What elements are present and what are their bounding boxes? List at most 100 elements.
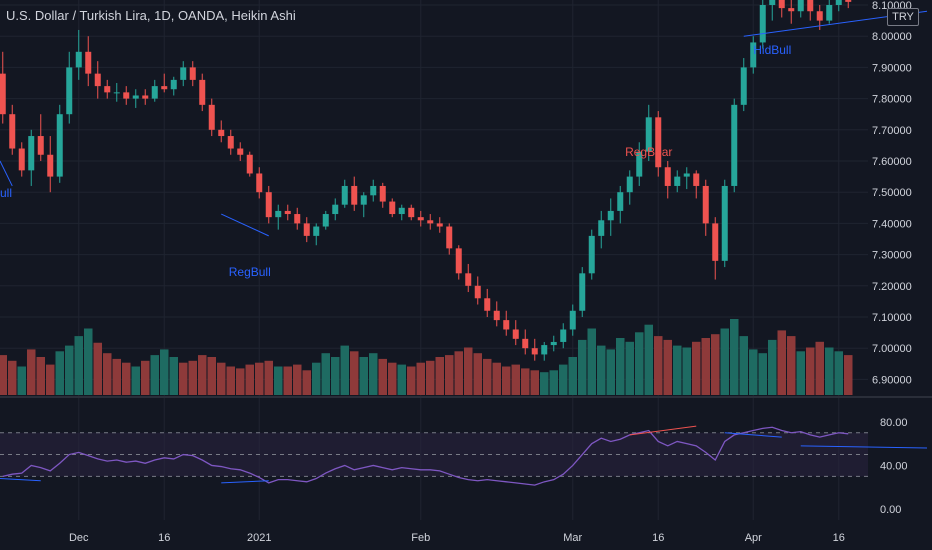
candle-body <box>180 67 187 80</box>
volume-bar <box>93 342 102 395</box>
candle-body <box>18 148 25 171</box>
candle-body <box>341 185 348 205</box>
candle-body <box>845 0 852 2</box>
volume-bar <box>264 360 273 395</box>
volume-bar <box>131 366 140 395</box>
candle-body <box>379 185 386 202</box>
x-tick-label: 16 <box>833 532 845 544</box>
candle-body <box>674 176 681 186</box>
volume-bar <box>293 364 302 395</box>
volume-bar <box>245 364 254 395</box>
candle-body <box>702 185 709 224</box>
candle-body <box>731 104 738 186</box>
candle-body <box>436 223 443 227</box>
candle-body <box>208 104 215 130</box>
candle-body <box>446 226 453 249</box>
candle-body <box>759 5 766 43</box>
candle-body <box>303 223 310 236</box>
volume-bar <box>27 349 36 395</box>
volume-bar <box>378 358 387 395</box>
candle-body <box>778 0 785 9</box>
candle-body <box>522 338 529 349</box>
volume-bar <box>654 336 663 395</box>
candle-body <box>788 8 795 12</box>
candle-body <box>408 207 415 218</box>
x-tick-label: Dec <box>69 532 89 544</box>
volume-bar <box>226 366 235 395</box>
candle-body <box>189 67 196 80</box>
volume-bar <box>236 368 245 395</box>
candle-body <box>85 51 92 74</box>
candle-body <box>123 92 130 99</box>
candle-body <box>332 204 339 215</box>
candle-body <box>28 136 35 171</box>
volume-bar <box>103 353 112 395</box>
volume-bar <box>46 364 55 395</box>
volume-bar <box>625 341 634 395</box>
candle-body <box>56 114 63 177</box>
volume-bar <box>388 362 397 395</box>
y-tick-label: 6.90000 <box>872 374 912 386</box>
candle-body <box>265 192 272 218</box>
candle-body <box>493 310 500 321</box>
volume-bar <box>701 338 710 395</box>
annotation-label: ull <box>0 186 12 200</box>
candle-body <box>683 173 690 177</box>
candle-body <box>227 136 234 149</box>
volume-bar <box>350 351 359 395</box>
volume-bar <box>540 372 549 395</box>
candle-body <box>389 201 396 215</box>
y-tick-label: 7.70000 <box>872 125 912 137</box>
y-tick-label: 7.80000 <box>872 94 912 106</box>
y-tick-label: 7.00000 <box>872 343 912 355</box>
volume-bar <box>112 358 121 395</box>
volume-bar <box>340 345 349 395</box>
volume-bar <box>150 355 159 395</box>
volume-bar <box>530 370 539 395</box>
candle-body <box>47 154 54 177</box>
candle-body <box>199 79 206 105</box>
candle-body <box>826 5 833 21</box>
candle-body <box>313 226 320 236</box>
candle-body <box>142 95 149 99</box>
volume-bar <box>416 362 425 395</box>
candle-body <box>712 223 719 261</box>
candle-body <box>455 248 462 274</box>
volume-bar <box>806 347 815 395</box>
candle-body <box>541 345 548 355</box>
volume-bar <box>597 345 606 395</box>
x-tick-label: 16 <box>652 532 664 544</box>
rsi-divergence-line <box>800 445 928 449</box>
volume-bar <box>74 336 83 395</box>
volume-bar <box>663 339 672 395</box>
volume-bar <box>606 349 615 395</box>
candle-body <box>465 273 472 286</box>
candle-body <box>170 79 177 90</box>
candle-body <box>370 185 377 196</box>
candle-body <box>835 0 842 5</box>
volume-bar <box>36 357 45 395</box>
y-tick-label: 8.00000 <box>872 31 912 43</box>
currency-badge[interactable]: TRY <box>887 8 919 26</box>
volume-bar <box>511 364 520 395</box>
volume-bar <box>578 339 587 395</box>
volume-bar <box>825 347 834 395</box>
rsi-divergence-line <box>0 478 41 482</box>
volume-bar <box>796 351 805 395</box>
candle-body <box>417 217 424 221</box>
x-tick-label: 16 <box>158 532 170 544</box>
candle-body <box>218 129 225 137</box>
chart-title: U.S. Dollar / Turkish Lira, 1D, OANDA, H… <box>6 8 296 23</box>
volume-bar <box>302 370 311 395</box>
candle-body <box>161 86 168 90</box>
candle-body <box>237 148 244 155</box>
volume-bar <box>312 362 321 395</box>
volume-bar <box>616 338 625 395</box>
rsi-divergence-line <box>221 480 269 484</box>
candle-body <box>655 117 662 168</box>
candle-body <box>503 320 510 330</box>
volume-bar <box>283 366 292 395</box>
candle-body <box>37 136 44 155</box>
candle-body <box>246 154 253 174</box>
